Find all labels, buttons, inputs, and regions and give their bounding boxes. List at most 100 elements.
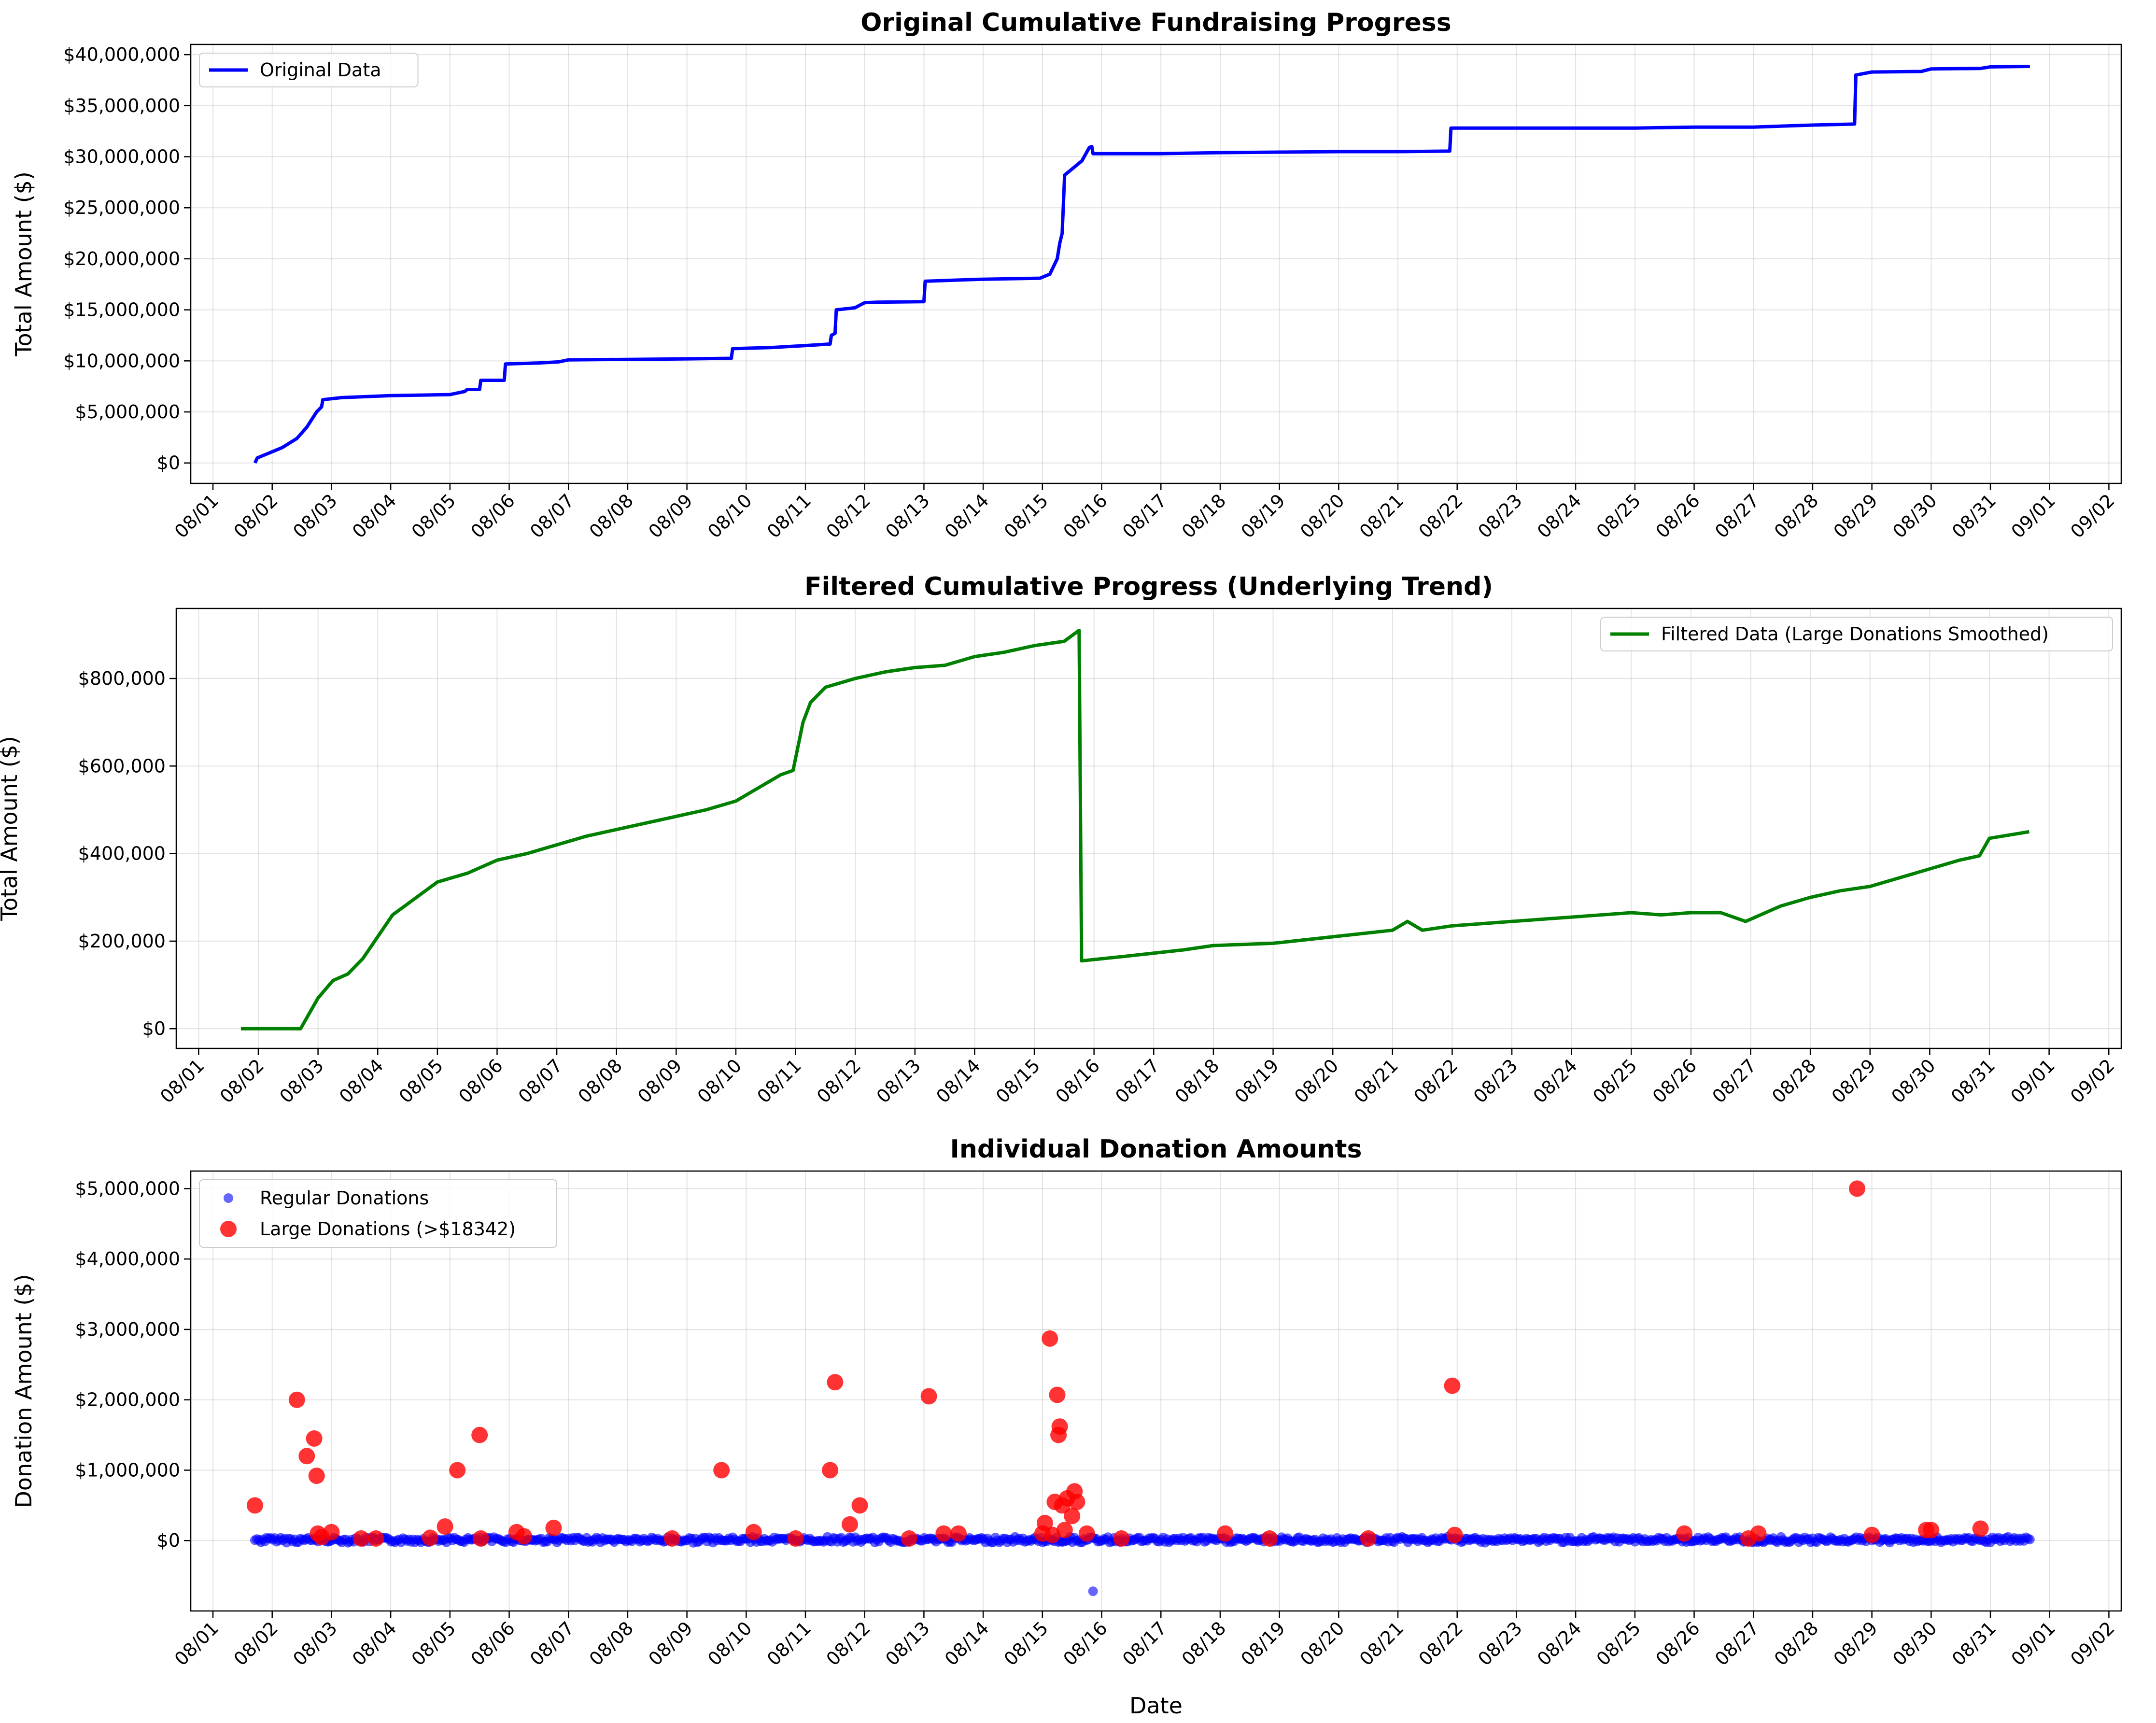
large-donation-point bbox=[787, 1530, 804, 1547]
y-tick-label: $35,000,000 bbox=[63, 95, 180, 116]
large-donation-point bbox=[1972, 1520, 1989, 1537]
regular-donation-point bbox=[1088, 1586, 1098, 1596]
y-tick-label: $25,000,000 bbox=[63, 197, 180, 218]
large-donation-point bbox=[901, 1530, 917, 1547]
large-donation-point bbox=[471, 1426, 488, 1443]
large-donation-point bbox=[935, 1525, 952, 1542]
legend-original: Original Data bbox=[199, 53, 419, 87]
chart-title-donations: Individual Donation Amounts bbox=[950, 1135, 1362, 1164]
large-donation-point bbox=[437, 1518, 453, 1535]
large-donation-point bbox=[298, 1448, 315, 1465]
y-tick-label: $0 bbox=[157, 1530, 180, 1551]
grid-original bbox=[191, 44, 2121, 483]
y-ticks-filtered: $0 $200,000 $400,000 $600,000 $800,000 bbox=[78, 668, 176, 1039]
large-donation-point bbox=[306, 1430, 323, 1447]
large-donation-point bbox=[1036, 1514, 1053, 1531]
legend-box bbox=[199, 1179, 557, 1248]
large-donation-point bbox=[1849, 1180, 1865, 1197]
legend-swatch bbox=[224, 1193, 233, 1203]
y-tick-label: $15,000,000 bbox=[63, 299, 180, 321]
y-tick-label: $40,000,000 bbox=[63, 44, 180, 65]
large-donation-point bbox=[1923, 1522, 1940, 1539]
series-donations bbox=[246, 1180, 2035, 1596]
legend-swatch bbox=[220, 1221, 237, 1237]
legend-box bbox=[199, 53, 419, 87]
large-donation-point bbox=[1056, 1522, 1073, 1539]
large-donation-point bbox=[842, 1516, 858, 1533]
y-tick-label: $0 bbox=[157, 452, 180, 474]
y-tick-label: $5,000,000 bbox=[75, 401, 180, 423]
chart-title-filtered: Filtered Cumulative Progress (Underlying… bbox=[804, 572, 1493, 601]
large-donation-point bbox=[288, 1391, 305, 1408]
y-ticks-donations: $0 $1,000,000 $2,000,000 $3,000,000 $4,000,0… bbox=[75, 1178, 191, 1551]
y-tick-label: $2,000,000 bbox=[75, 1389, 180, 1411]
chart-title-original: Original Cumulative Fundraising Progress bbox=[860, 8, 1451, 37]
legend-label: Filtered Data (Large Donations Smoothed) bbox=[1661, 623, 2049, 645]
y-tick-label: $3,000,000 bbox=[75, 1319, 180, 1340]
large-donation-point bbox=[745, 1524, 762, 1540]
x-axis-label-donations: Date bbox=[1129, 1693, 1183, 1719]
legend-donations: Regular Donations Large Donations (>$1834… bbox=[199, 1179, 557, 1248]
large-donation-point bbox=[663, 1530, 680, 1547]
y-axis-label-original: Total Amount ($) bbox=[11, 171, 37, 357]
large-donation-point bbox=[1444, 1377, 1461, 1394]
large-donation-point bbox=[1042, 1330, 1058, 1347]
y-tick-label: $1,000,000 bbox=[75, 1459, 180, 1481]
y-tick-label: $600,000 bbox=[78, 755, 166, 777]
large-donation-point bbox=[472, 1530, 489, 1547]
axes-frame-donations bbox=[190, 1170, 2122, 1612]
large-donation-point bbox=[1446, 1526, 1463, 1543]
large-donation-point bbox=[713, 1462, 730, 1479]
regular-donation-point bbox=[2025, 1534, 2035, 1544]
large-donation-point bbox=[1676, 1525, 1693, 1542]
y-ticks-original: $0 $5,000,000 $10,000,000 $15,000,000 $20,00… bbox=[63, 44, 191, 474]
large-donation-point bbox=[1051, 1418, 1068, 1435]
large-donation-point bbox=[1069, 1494, 1085, 1511]
y-tick-label: $30,000,000 bbox=[63, 146, 180, 168]
large-donation-point bbox=[1078, 1525, 1095, 1542]
legend-label: Large Donations (>$18342) bbox=[260, 1218, 516, 1240]
large-donation-point bbox=[1049, 1386, 1066, 1403]
subplot-donations: 08/01 08/02 08/03 08/04 08/05 08/06 08/07 08/08… bbox=[11, 1135, 2122, 1719]
large-donation-point bbox=[323, 1524, 340, 1540]
large-donation-point bbox=[367, 1530, 384, 1547]
large-donation-point bbox=[352, 1530, 369, 1547]
large-donation-point bbox=[1064, 1508, 1081, 1525]
large-donation-point bbox=[1863, 1526, 1880, 1543]
large-donation-point bbox=[1261, 1530, 1278, 1547]
large-donation-point bbox=[1750, 1525, 1767, 1542]
series-line-original bbox=[253, 65, 2030, 464]
large-donation-point bbox=[246, 1497, 263, 1514]
series-original bbox=[253, 65, 2030, 464]
large-donation-point bbox=[1217, 1525, 1234, 1542]
series-line-filtered bbox=[240, 628, 2029, 1031]
y-tick-label: $0 bbox=[142, 1018, 166, 1039]
large-donation-point bbox=[545, 1520, 562, 1536]
large-donation-point bbox=[422, 1529, 438, 1546]
y-tick-label: $5,000,000 bbox=[75, 1178, 180, 1199]
large-donation-point bbox=[851, 1497, 868, 1514]
y-tick-label: $4,000,000 bbox=[75, 1248, 180, 1270]
legend-label: Regular Donations bbox=[260, 1187, 429, 1209]
legend-label: Original Data bbox=[260, 59, 381, 81]
y-tick-label: $10,000,000 bbox=[63, 350, 180, 371]
y-axis-label-filtered: Total Amount ($) bbox=[0, 736, 22, 921]
y-tick-label: $400,000 bbox=[78, 843, 166, 864]
large-donation-point bbox=[1044, 1526, 1061, 1543]
y-tick-label: $200,000 bbox=[78, 931, 166, 952]
axes-frame-original bbox=[190, 43, 2122, 484]
series-filtered bbox=[240, 628, 2029, 1031]
large-donation-point bbox=[827, 1374, 844, 1391]
large-donation-point bbox=[1113, 1530, 1130, 1547]
legend-filtered: Filtered Data (Large Donations Smoothed) bbox=[1600, 617, 2113, 651]
y-tick-label: $800,000 bbox=[78, 668, 166, 689]
large-donation-point bbox=[308, 1468, 325, 1484]
large-donation-point bbox=[950, 1525, 967, 1542]
y-tick-label: $20,000,000 bbox=[63, 248, 180, 269]
legend-box bbox=[1600, 617, 2113, 651]
large-donation-point bbox=[1360, 1530, 1377, 1547]
y-axis-label-donations: Donation Amount ($) bbox=[11, 1274, 37, 1508]
large-donation-point bbox=[516, 1528, 533, 1545]
